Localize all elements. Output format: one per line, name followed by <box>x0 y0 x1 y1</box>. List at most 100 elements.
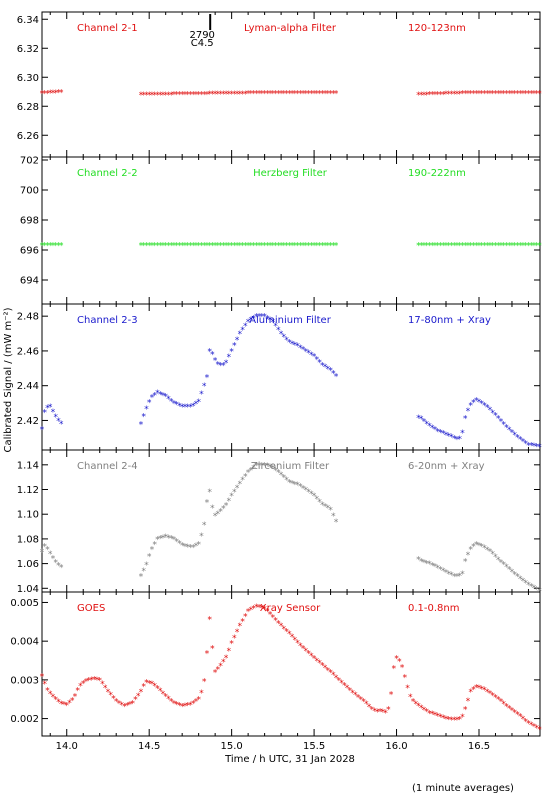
data-point: * <box>526 720 531 730</box>
data-point: * <box>391 665 396 675</box>
data-point: * <box>493 90 498 100</box>
data-point: * <box>50 408 55 418</box>
data-point: * <box>287 339 292 349</box>
panel-frame <box>41 156 541 305</box>
data-point: * <box>457 715 462 725</box>
data-point: * <box>424 559 429 569</box>
data-point: * <box>193 241 198 251</box>
data-point: * <box>48 241 53 251</box>
data-point: * <box>215 510 220 520</box>
data-point: * <box>534 241 539 251</box>
data-point: * <box>56 89 61 99</box>
data-point: * <box>232 634 237 644</box>
data-point: * <box>146 398 151 408</box>
data-point: * <box>152 91 157 101</box>
data-point: * <box>232 241 237 251</box>
data-point: * <box>221 241 226 251</box>
data-point: * <box>254 241 259 251</box>
data-point: * <box>245 318 250 328</box>
data-point: * <box>223 90 228 100</box>
data-point: * <box>251 464 256 474</box>
data-point: * <box>103 684 108 694</box>
data-point: * <box>427 560 432 570</box>
data-point: * <box>232 342 237 352</box>
y-tick-label: 6.32 <box>17 44 39 55</box>
data-point: * <box>449 433 454 443</box>
data-point: * <box>465 407 470 417</box>
y-tick-label: 2.48 <box>17 312 39 323</box>
data-point: * <box>190 90 195 100</box>
data-point: * <box>284 336 289 346</box>
data-point: * <box>496 90 501 100</box>
data-point: * <box>144 678 149 688</box>
y-tick-label: 1.10 <box>17 510 39 521</box>
data-point: * <box>487 406 492 416</box>
data-point: * <box>212 512 217 522</box>
data-point: * <box>515 433 520 443</box>
data-point: * <box>496 695 501 705</box>
data-point: * <box>320 241 325 251</box>
data-point: * <box>300 644 305 654</box>
data-point: * <box>479 399 484 409</box>
data-point: * <box>207 90 212 100</box>
data-point: * <box>48 690 53 700</box>
data-point: * <box>311 241 316 251</box>
data-point: * <box>485 90 490 100</box>
data-point: * <box>149 91 154 101</box>
data-point: * <box>232 90 237 100</box>
data-point: * <box>496 556 501 566</box>
data-point: * <box>364 700 369 710</box>
data-point: * <box>482 401 487 411</box>
data-point: * <box>240 617 245 627</box>
data-point: * <box>254 313 259 323</box>
data-point: * <box>262 461 267 471</box>
data-point: * <box>160 391 165 401</box>
data-point: * <box>353 691 358 701</box>
data-point: * <box>221 658 226 668</box>
data-point: * <box>138 241 143 251</box>
data-point: * <box>328 669 333 679</box>
data-point: * <box>232 488 237 498</box>
data-point: * <box>490 550 495 560</box>
data-point: * <box>215 90 220 100</box>
data-point: * <box>168 397 173 407</box>
data-point: * <box>507 426 512 436</box>
data-point: * <box>526 441 531 451</box>
data-point: * <box>317 498 322 508</box>
data-point: * <box>320 90 325 100</box>
data-point: * <box>166 241 171 251</box>
data-point: * <box>482 241 487 251</box>
data-point: * <box>531 442 536 452</box>
data-point: * <box>493 241 498 251</box>
data-point: * <box>468 688 473 698</box>
data-point: * <box>485 546 490 556</box>
data-point: * <box>144 405 149 415</box>
y-tick-label: 6.26 <box>17 131 39 142</box>
data-point: * <box>237 480 242 490</box>
data-point: * <box>328 506 333 516</box>
data-point: * <box>199 90 204 100</box>
y-tick-label: 6.28 <box>17 102 39 113</box>
data-point: * <box>75 687 80 697</box>
data-point: * <box>314 241 319 251</box>
data-point: * <box>160 690 165 700</box>
data-point: * <box>430 561 435 571</box>
data-point: * <box>504 241 509 251</box>
panel-band: 120-123nm <box>408 23 466 34</box>
data-point: * <box>179 403 184 413</box>
data-point: * <box>331 241 336 251</box>
data-point: * <box>39 90 44 100</box>
data-point: * <box>515 241 520 251</box>
data-point: * <box>454 241 459 251</box>
data-point: * <box>138 91 143 101</box>
data-point: * <box>70 697 75 707</box>
data-point: * <box>273 466 278 476</box>
data-point: * <box>457 90 462 100</box>
data-point: * <box>526 241 531 251</box>
data-point: * <box>281 333 286 343</box>
data-point: * <box>39 241 44 251</box>
data-point: * <box>298 90 303 100</box>
data-point: * <box>347 686 352 696</box>
data-point: * <box>441 90 446 100</box>
data-point: * <box>311 492 316 502</box>
